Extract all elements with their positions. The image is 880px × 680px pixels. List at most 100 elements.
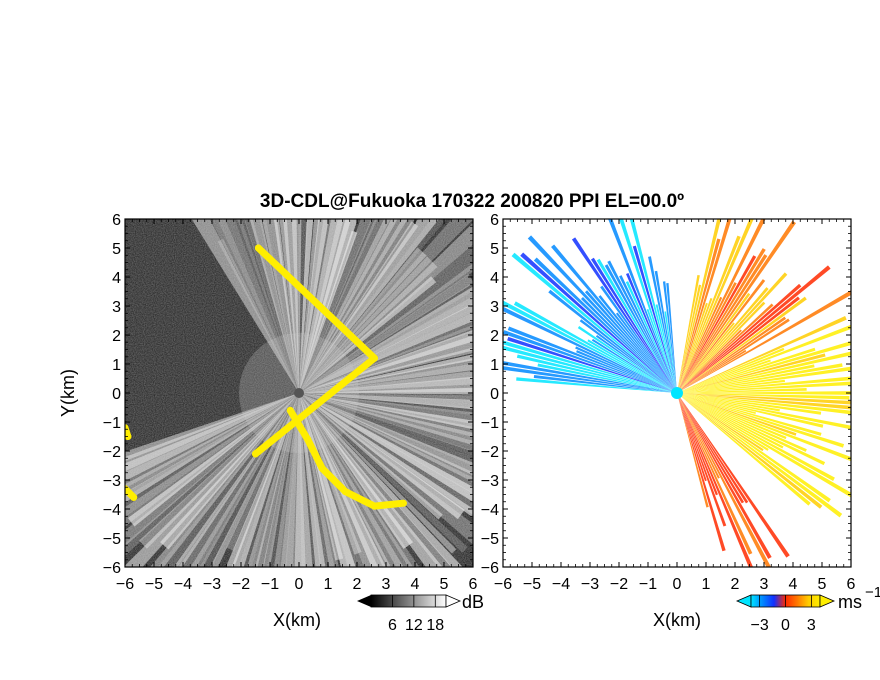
x-tick-label: 2: [353, 576, 362, 593]
colorbar-tick-label: 6: [388, 617, 397, 634]
velocity-ray: [677, 393, 756, 415]
beam-ray: [299, 219, 373, 393]
beam-ray: [299, 393, 473, 545]
beam-ray: [299, 219, 378, 393]
right-colorbar: −3 0 3 ms −1: [735, 584, 880, 634]
x-tick-label: 4: [789, 576, 798, 593]
left-colorbar-ticks: 6 12 18: [388, 595, 444, 634]
velocity-ray: [677, 301, 766, 393]
beam-ray: [299, 393, 473, 430]
velocity-ray: [615, 312, 677, 393]
beam-ray: [247, 393, 299, 567]
beam-ray: [299, 276, 437, 393]
beam-ray: [299, 219, 398, 393]
beam-ray: [299, 219, 416, 393]
x-tick-label: 6: [847, 576, 856, 593]
velocity-ray: [677, 393, 835, 481]
velocity-ray: [677, 393, 831, 503]
x-tick-label: 3: [760, 576, 769, 593]
velocity-ray: [677, 393, 745, 504]
velocity-ray: [655, 304, 677, 393]
x-tick-label: 1: [324, 576, 333, 593]
beam-ray: [299, 219, 358, 393]
beam-ray: [299, 219, 447, 393]
velocity-ray: [677, 393, 726, 552]
velocity-ray: [503, 306, 677, 393]
velocity-ray: [677, 347, 785, 393]
y-tick-label: 5: [112, 241, 121, 258]
velocity-ray: [625, 281, 677, 393]
velocity-ray: [677, 265, 831, 393]
x-tick-label: 0: [295, 576, 304, 593]
beam-ray: [299, 393, 473, 518]
y-tick-label: 1: [112, 357, 121, 374]
beam-ray: [255, 393, 299, 567]
velocity-ray: [677, 316, 847, 393]
velocity-ray: [677, 393, 811, 506]
beam-ray: [299, 393, 414, 567]
velocity-ray: [677, 366, 851, 393]
beam-ray: [299, 376, 473, 393]
beam-ray: [299, 221, 419, 393]
velocity-ray: [677, 393, 851, 410]
beam-ray: [299, 219, 338, 393]
velocity-ray: [677, 219, 754, 393]
beam-ray: [299, 393, 473, 452]
beam-ray: [299, 286, 473, 393]
beam-ray: [299, 393, 404, 567]
beam-ray: [299, 393, 468, 553]
y-tick-label: 2: [490, 328, 499, 345]
beam-ray: [139, 393, 299, 549]
beam-ray: [299, 219, 320, 393]
highlight-segment: [370, 499, 407, 510]
velocity-ray: [503, 330, 677, 393]
velocity-ray: [677, 363, 843, 393]
beam-ray: [173, 393, 299, 567]
highlight-segment: [252, 354, 378, 458]
velocity-ray: [516, 377, 677, 393]
velocity-ray: [608, 219, 677, 393]
beam-ray: [244, 219, 299, 393]
velocity-ray: [677, 283, 802, 393]
beam-ray: [299, 222, 473, 393]
beam-ray: [299, 324, 473, 393]
beam-ray: [299, 283, 473, 393]
velocity-ray: [677, 393, 845, 448]
highlight-blob: [399, 499, 407, 507]
velocity-ray: [677, 393, 790, 558]
x-tick-label: −2: [610, 576, 628, 593]
velocity-ray: [584, 290, 677, 393]
x-tick-label: 4: [411, 576, 420, 593]
velocity-ray: [580, 296, 677, 393]
velocity-ray: [677, 393, 851, 415]
beam-ray: [299, 219, 329, 393]
velocity-ray: [677, 296, 723, 393]
beam-ray: [238, 393, 299, 567]
beam-ray: [262, 393, 299, 567]
velocity-ray: [677, 284, 702, 393]
colorbar-tick-label: 18: [426, 617, 444, 634]
colorbar-tick-label: 12: [405, 617, 423, 634]
velocity-ray: [595, 334, 677, 393]
beam-ray: [299, 219, 473, 393]
colorbar-tick-label: −3: [751, 617, 769, 634]
highlight-segment: [304, 435, 326, 472]
beam-ray: [299, 393, 473, 416]
beam-ray: [125, 393, 299, 489]
beam-ray: [125, 393, 299, 518]
highlight-blob: [130, 493, 138, 501]
y-tick-label: −3: [481, 473, 499, 490]
beam-ray: [299, 393, 457, 554]
velocity-ray: [677, 297, 713, 393]
beam-ray: [150, 393, 299, 567]
beam-ray: [299, 393, 473, 466]
velocity-ray: [677, 393, 718, 496]
y-tick-label: −1: [103, 415, 121, 432]
beam-ray: [249, 219, 299, 393]
velocity-ray: [677, 393, 850, 400]
velocity-ray: [677, 349, 747, 393]
velocity-ray: [677, 376, 851, 393]
highlight-blob: [125, 433, 132, 440]
x-tick-label: −4: [174, 576, 192, 593]
velocity-ray: [677, 393, 823, 509]
